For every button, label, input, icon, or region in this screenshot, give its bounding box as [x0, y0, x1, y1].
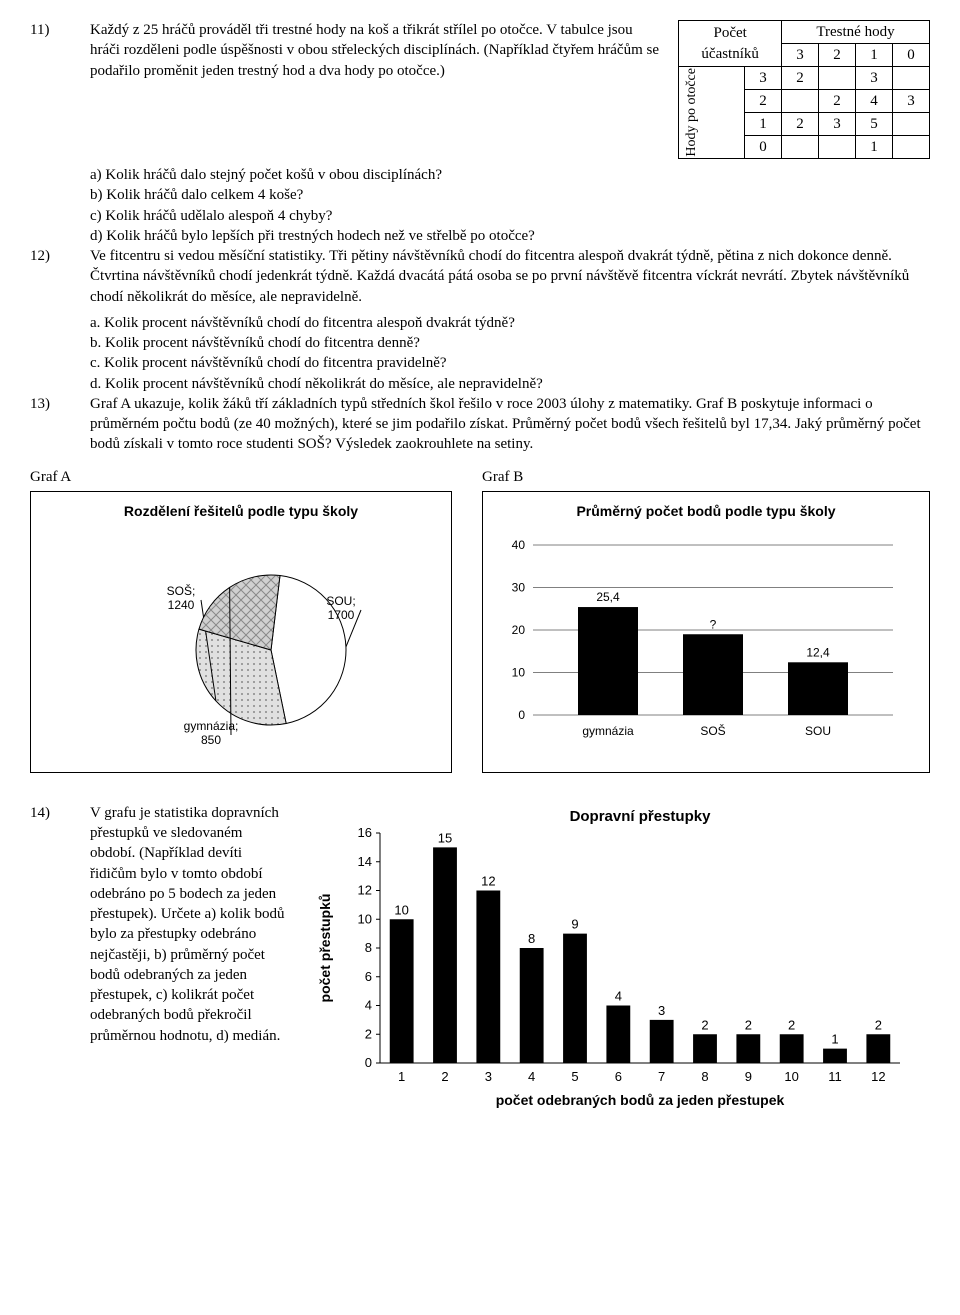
row-h-1: 2 [745, 90, 782, 113]
svg-text:25,4: 25,4 [596, 590, 620, 604]
q12-a: a. Kolik procent návštěvníků chodí do fi… [90, 313, 930, 333]
svg-text:10: 10 [784, 1069, 798, 1084]
svg-text:14: 14 [358, 854, 372, 869]
pie-chart: Rozdělení řešitelů podle typu školy SOU;… [30, 491, 452, 773]
svg-text:2: 2 [745, 1017, 752, 1032]
svg-text:10: 10 [394, 902, 408, 917]
svg-text:3: 3 [658, 1003, 665, 1018]
svg-text:2: 2 [701, 1017, 708, 1032]
table-header-right: Trestné hody [782, 21, 930, 44]
svg-text:10: 10 [358, 911, 372, 926]
col-3: 3 [782, 44, 819, 67]
svg-text:počet přestupků: počet přestupků [317, 893, 333, 1002]
q11-a: a) Kolik hráčů dalo stejný počet košů v … [90, 165, 930, 185]
svg-text:10: 10 [512, 665, 526, 679]
svg-text:3: 3 [485, 1069, 492, 1084]
svg-text:2: 2 [788, 1017, 795, 1032]
q11-c: c) Kolik hráčů udělalo alespoň 4 chyby? [90, 206, 930, 226]
bar14-svg: Dopravní přestupky0246810121416101152123… [310, 803, 930, 1133]
svg-text:1700: 1700 [328, 608, 355, 622]
q13-text: Graf A ukazuje, kolik žáků tří základníc… [90, 394, 930, 455]
svg-text:9: 9 [571, 916, 578, 931]
q11-number: 11) [30, 20, 90, 159]
svg-text:11: 11 [828, 1069, 842, 1084]
q12-b: b. Kolik procent návštěvníků chodí do fi… [90, 333, 930, 353]
row-h-3: 0 [745, 136, 782, 159]
svg-text:6: 6 [365, 969, 372, 984]
svg-text:30: 30 [512, 580, 526, 594]
svg-text:4: 4 [365, 997, 372, 1012]
question-11: 11) Každý z 25 hráčů prováděl tři trestn… [30, 20, 930, 159]
svg-text:16: 16 [358, 825, 372, 840]
svg-text:Dopravní přestupky: Dopravní přestupky [570, 808, 712, 825]
q12-text: Ve fitcentru si vedou měsíční statistiky… [90, 246, 930, 307]
svg-text:12: 12 [871, 1069, 885, 1084]
bar-chart-14: Dopravní přestupky0246810121416101152123… [310, 803, 930, 1139]
svg-text:2: 2 [365, 1026, 372, 1041]
svg-text:7: 7 [658, 1069, 665, 1084]
table-corner-label: Počet účastníků [679, 21, 782, 67]
svg-text:SOŠ: SOŠ [700, 723, 725, 738]
q12-d: d. Kolik procent návštěvníků chodí někol… [90, 374, 930, 394]
graf-a-label: Graf A [30, 467, 452, 487]
bar-chart-b: Průměrný počet bodů podle typu školy 0 10… [482, 491, 930, 773]
col-2: 2 [819, 44, 856, 67]
col-0: 0 [893, 44, 930, 67]
svg-text:gymnázia;: gymnázia; [184, 719, 239, 733]
q11-b: b) Kolik hráčů dalo celkem 4 koše? [90, 185, 930, 205]
svg-text:40: 40 [512, 538, 526, 552]
question-14: 14) V grafu je statistika dopravních pře… [30, 803, 930, 1139]
svg-text:SOU: SOU [805, 724, 831, 738]
pie-svg: SOU;1700 SOŠ;1240 gymnázia;850 [41, 535, 441, 755]
svg-text:8: 8 [701, 1069, 708, 1084]
svg-text:2: 2 [875, 1017, 882, 1032]
graf-b-label: Graf B [482, 467, 930, 487]
svg-text:12: 12 [481, 873, 495, 888]
question-12: 12) Ve fitcentru si vedou měsíční statis… [30, 246, 930, 307]
pie-title: Rozdělení řešitelů podle typu školy [41, 502, 441, 521]
svg-text:SOŠ;: SOŠ; [167, 583, 196, 598]
svg-text:1: 1 [398, 1069, 405, 1084]
q11-text: Každý z 25 hráčů prováděl tři trestné ho… [90, 20, 660, 159]
svg-text:počet odebraných bodů za jeden: počet odebraných bodů za jeden přestupek [496, 1092, 785, 1108]
svg-text:15: 15 [438, 830, 452, 845]
q11-table: Počet účastníků Trestné hody 3 2 1 0 Hod… [678, 20, 930, 159]
svg-text:8: 8 [365, 940, 372, 955]
q11-d: d) Kolik hráčů bylo lepších při trestnýc… [90, 226, 930, 246]
q12-number: 12) [30, 246, 90, 307]
svg-text:8: 8 [528, 931, 535, 946]
svg-text:1: 1 [831, 1031, 838, 1046]
q14-text: V grafu je statistika dopravních přestup… [90, 803, 290, 1139]
svg-text:850: 850 [201, 733, 221, 747]
svg-text:SOU;: SOU; [326, 594, 355, 608]
q13-number: 13) [30, 394, 90, 455]
row-h-0: 3 [745, 67, 782, 90]
svg-text:0: 0 [365, 1055, 372, 1070]
col-1: 1 [856, 44, 893, 67]
svg-text:gymnázia: gymnázia [582, 724, 634, 738]
barB-svg: 0 10 20 30 40 25,4 gymnázia? SOŠ 12,4 SOU [493, 535, 913, 755]
svg-text:12: 12 [358, 882, 372, 897]
question-13: 13) Graf A ukazuje, kolik žáků tří zákla… [30, 394, 930, 455]
bar-title: Průměrný počet bodů podle typu školy [493, 502, 919, 521]
svg-text:9: 9 [745, 1069, 752, 1084]
svg-text:6: 6 [615, 1069, 622, 1084]
table-header-left: Hody po otočce [683, 68, 702, 157]
svg-text:4: 4 [615, 988, 622, 1003]
q12-c: c. Kolik procent návštěvníků chodí do fi… [90, 353, 930, 373]
svg-text:20: 20 [512, 623, 526, 637]
svg-text:?: ? [710, 617, 717, 631]
row-h-2: 1 [745, 113, 782, 136]
svg-text:4: 4 [528, 1069, 535, 1084]
svg-text:5: 5 [571, 1069, 578, 1084]
svg-text:12,4: 12,4 [806, 645, 830, 659]
svg-text:1240: 1240 [168, 598, 195, 612]
svg-text:0: 0 [518, 708, 525, 722]
svg-text:2: 2 [441, 1069, 448, 1084]
q14-number: 14) [30, 803, 90, 823]
